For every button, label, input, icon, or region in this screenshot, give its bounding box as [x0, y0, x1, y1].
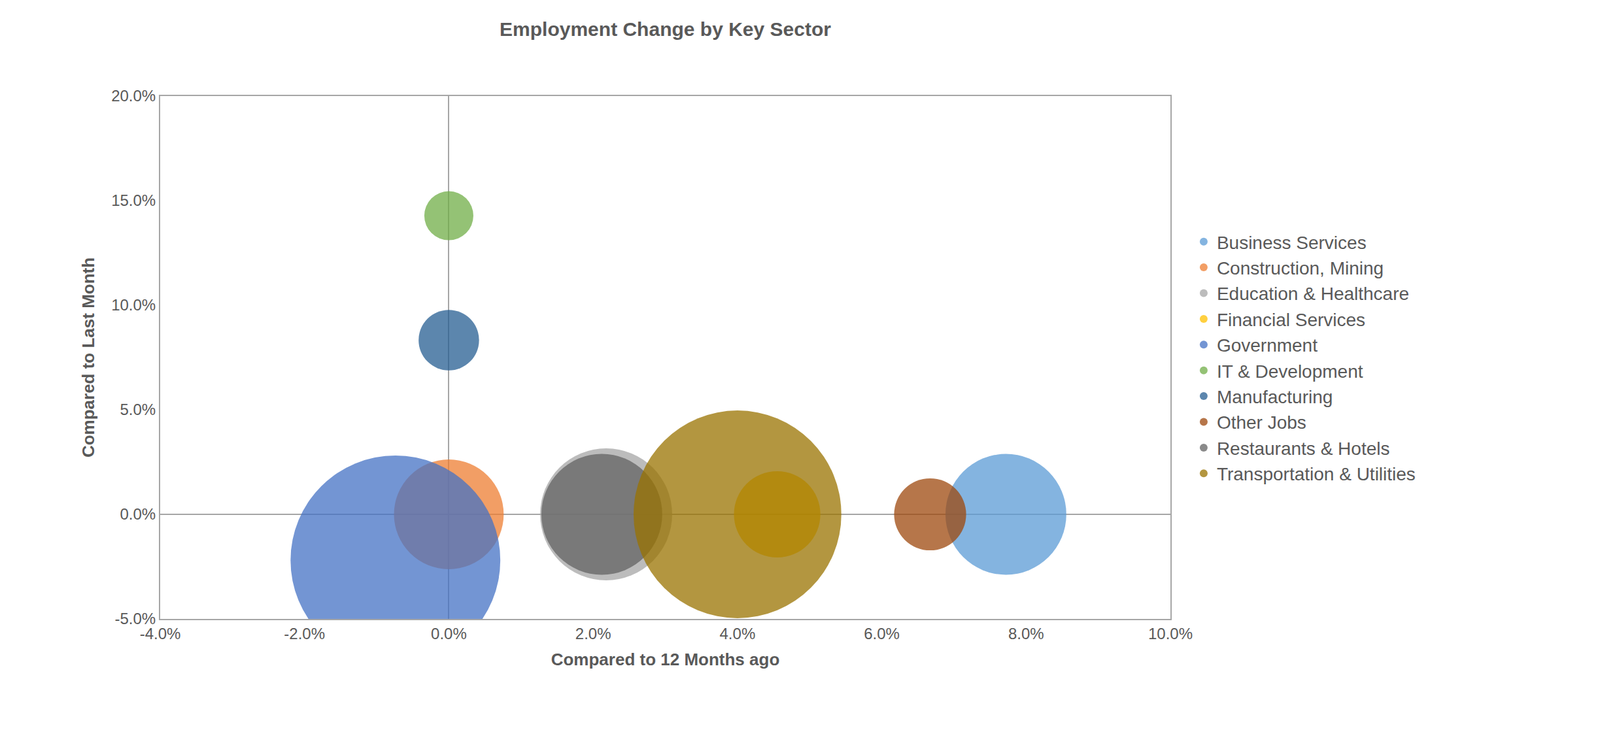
svg-text:Other Jobs: Other Jobs: [1216, 412, 1307, 433]
svg-text:Transportation & Utilities: Transportation & Utilities: [1216, 464, 1416, 485]
svg-text:5.0%: 5.0%: [119, 400, 156, 419]
svg-text:10.0%: 10.0%: [111, 296, 156, 314]
svg-text:Government: Government: [1216, 335, 1318, 356]
svg-text:8.0%: 8.0%: [1008, 625, 1045, 643]
svg-text:Business Services: Business Services: [1216, 232, 1367, 254]
svg-text:Compared to Last Month: Compared to Last Month: [78, 257, 99, 458]
svg-text:Compared to 12 Months ago: Compared to 12 Months ago: [551, 649, 781, 670]
svg-text:IT & Development: IT & Development: [1216, 361, 1364, 382]
svg-text:Construction, Mining: Construction, Mining: [1216, 258, 1384, 279]
svg-text:15.0%: 15.0%: [111, 191, 156, 210]
svg-text:-2.0%: -2.0%: [283, 625, 325, 643]
svg-text:20.0%: 20.0%: [111, 86, 156, 105]
svg-text:Financial Services: Financial Services: [1216, 309, 1366, 331]
svg-text:-5.0%: -5.0%: [114, 610, 156, 628]
svg-text:10.0%: 10.0%: [1148, 625, 1193, 643]
svg-text:Restaurants & Hotels: Restaurants & Hotels: [1216, 438, 1391, 460]
svg-text:Education & Healthcare: Education & Healthcare: [1216, 283, 1410, 305]
svg-text:6.0%: 6.0%: [863, 625, 900, 643]
svg-text:2.0%: 2.0%: [575, 625, 612, 643]
svg-text:Employment Change by Key Secto: Employment Change by Key Sector: [499, 18, 832, 40]
svg-text:4.0%: 4.0%: [719, 625, 756, 643]
svg-text:0.0%: 0.0%: [430, 625, 467, 643]
svg-text:Manufacturing: Manufacturing: [1216, 387, 1333, 408]
svg-text:-4.0%: -4.0%: [139, 625, 182, 643]
svg-text:0.0%: 0.0%: [119, 505, 156, 524]
